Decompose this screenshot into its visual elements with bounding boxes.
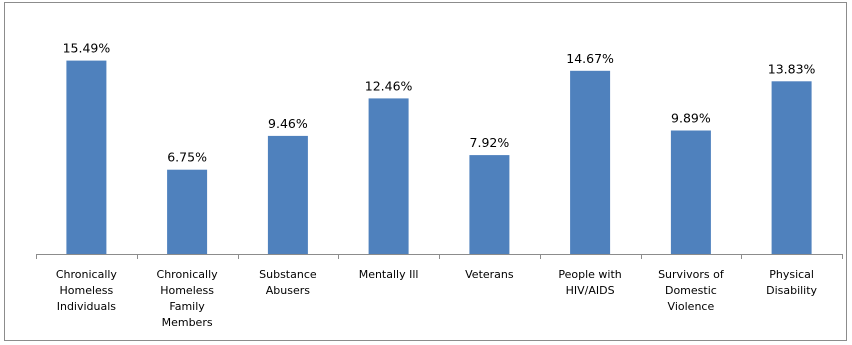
category-label-3: Substance Abusers <box>259 268 317 297</box>
category-label-line: Disability <box>766 284 817 297</box>
category-label-line: Mentally Ill <box>359 268 419 281</box>
category-label-line: Survivors of <box>658 268 725 281</box>
category-label-line: Physical <box>769 268 814 281</box>
category-label-line: Domestic <box>665 284 717 297</box>
category-label-line: Chronically <box>56 268 118 281</box>
category-label-line: Individuals <box>57 300 117 313</box>
category-label-2: Chronically Homeless Family Members <box>157 268 219 329</box>
bar-chart: 15.49% 6.75% 9.46% 12.46% 7.92% 14.67% 9.89% 13… <box>36 41 843 329</box>
data-label-5: 7.92% <box>470 135 510 150</box>
category-label-line: Abusers <box>266 284 311 297</box>
data-label-6: 14.67% <box>566 51 614 66</box>
category-label-line: Members <box>162 316 213 329</box>
category-label-line: Substance <box>259 268 317 281</box>
category-label-line: Homeless <box>160 284 214 297</box>
category-labels-group: Chronically Homeless IndividualsChronicall… <box>56 268 818 329</box>
category-label-1: Chronically Homeless Individuals <box>56 268 118 313</box>
bar-4 <box>368 98 409 255</box>
bar-6 <box>570 70 611 254</box>
data-labels-group: 15.49% 6.75% 9.46% 12.46% 7.92% 14.67% 9.89% 13… <box>63 41 816 165</box>
bar-3 <box>267 135 308 254</box>
data-label-1: 15.49% <box>63 41 111 56</box>
data-label-3: 9.46% <box>268 116 308 131</box>
category-label-8: Physical Disability <box>766 268 817 297</box>
data-label-7: 9.89% <box>671 111 711 126</box>
category-label-line: People with <box>558 268 621 281</box>
category-label-6: People with HIV/AIDS <box>558 268 621 297</box>
category-label-line: HIV/AIDS <box>566 284 615 297</box>
category-label-line: Veterans <box>465 268 514 281</box>
bar-1 <box>66 60 107 254</box>
data-label-2: 6.75% <box>167 150 207 165</box>
category-label-5: Veterans <box>465 268 514 281</box>
category-label-line: Chronically <box>157 268 219 281</box>
category-label-line: Family <box>169 300 205 313</box>
bar-2 <box>167 169 208 254</box>
bars-group <box>66 60 812 255</box>
bar-5 <box>469 155 510 254</box>
category-label-4: Mentally Ill <box>359 268 419 281</box>
data-label-4: 12.46% <box>365 78 413 93</box>
bar-7 <box>670 130 711 254</box>
bar-8 <box>771 81 812 254</box>
data-label-8: 13.83% <box>768 61 816 76</box>
category-label-line: Homeless <box>60 284 114 297</box>
category-label-line: Violence <box>668 300 715 313</box>
x-axis <box>36 254 843 259</box>
category-label-7: Survivors of Domestic Violence <box>658 268 725 313</box>
chart-frame: 15.49% 6.75% 9.46% 12.46% 7.92% 14.67% 9.89% 13… <box>4 2 847 341</box>
